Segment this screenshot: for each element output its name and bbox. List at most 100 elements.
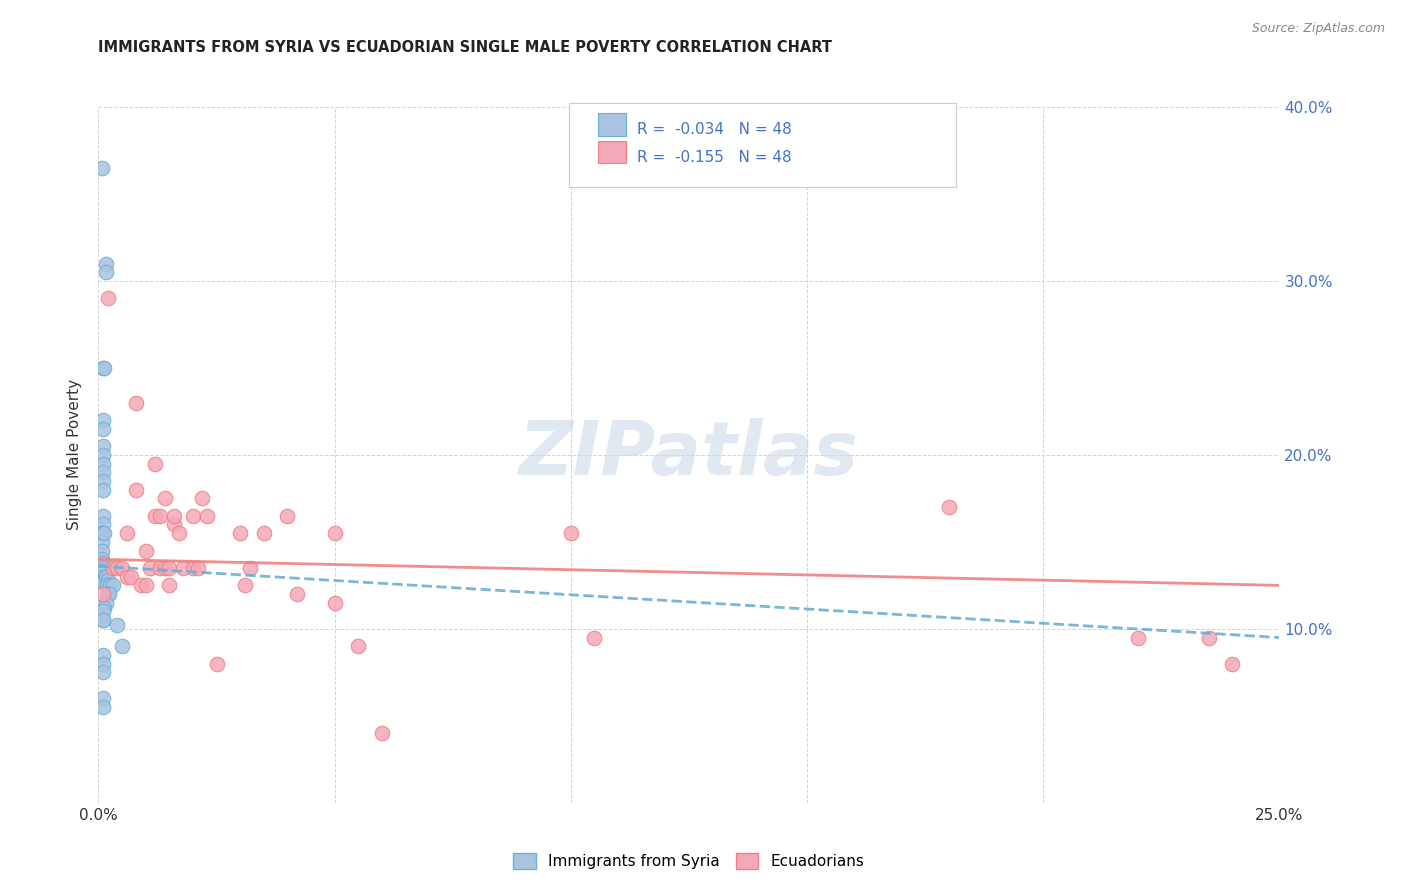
Point: [187, 561, 209, 575]
Point: [938, 500, 960, 514]
Point: [181, 508, 204, 523]
Point: [111, 561, 134, 575]
Point: [1198, 631, 1220, 645]
Point: [91, 605, 114, 619]
Point: [139, 561, 162, 575]
Point: [101, 561, 124, 575]
Point: [94, 265, 117, 279]
Point: [91, 543, 114, 558]
Y-axis label: Single Male Poverty: Single Male Poverty: [67, 379, 83, 531]
Text: IMMIGRANTS FROM SYRIA VS ECUADORIAN SINGLE MALE POVERTY CORRELATION CHART: IMMIGRANTS FROM SYRIA VS ECUADORIAN SING…: [98, 40, 832, 55]
Point: [97, 587, 120, 601]
Point: [233, 578, 256, 592]
Point: [163, 508, 186, 523]
Point: [91, 161, 114, 175]
Point: [91, 574, 114, 589]
Point: [97, 573, 120, 587]
Point: [94, 570, 117, 584]
Point: [91, 413, 114, 427]
Point: [323, 526, 346, 541]
Point: [157, 578, 180, 592]
Point: [129, 578, 152, 592]
Point: [93, 360, 115, 375]
Point: [1220, 657, 1243, 671]
Point: [91, 534, 114, 549]
Point: [205, 657, 228, 671]
Point: [93, 526, 115, 541]
Point: [91, 439, 114, 453]
Point: [163, 517, 186, 532]
Point: [91, 526, 114, 541]
Point: [91, 648, 114, 662]
Point: [91, 466, 114, 480]
Point: [91, 691, 114, 706]
Point: [149, 508, 172, 523]
Point: [253, 526, 276, 541]
Point: [143, 508, 166, 523]
Point: [229, 526, 252, 541]
Point: [111, 639, 134, 653]
Point: [91, 552, 114, 566]
Point: [323, 596, 346, 610]
Point: [115, 570, 138, 584]
Point: [91, 526, 114, 541]
Point: [91, 360, 114, 375]
Point: [91, 587, 114, 601]
Point: [93, 601, 115, 615]
Point: [239, 561, 262, 575]
Text: R =  -0.155   N = 48: R = -0.155 N = 48: [637, 150, 792, 165]
Point: [157, 561, 180, 575]
Point: [96, 578, 118, 592]
Point: [91, 566, 114, 581]
Point: [143, 457, 166, 471]
Point: [105, 618, 128, 632]
Point: [91, 574, 114, 589]
Point: [91, 565, 114, 579]
Point: [91, 457, 114, 471]
Point: [115, 526, 138, 541]
Point: [98, 578, 121, 592]
Point: [167, 526, 190, 541]
Point: [105, 561, 128, 575]
Point: [91, 483, 114, 497]
Point: [285, 587, 308, 601]
Point: [135, 578, 157, 592]
Point: [91, 561, 114, 575]
Point: [371, 726, 394, 740]
Text: Source: ZipAtlas.com: Source: ZipAtlas.com: [1251, 22, 1385, 36]
Point: [91, 556, 114, 570]
Point: [91, 422, 114, 436]
Point: [135, 543, 157, 558]
Point: [94, 256, 117, 270]
Point: [91, 517, 114, 532]
Point: [91, 573, 114, 587]
Legend: Immigrants from Syria, Ecuadorians: Immigrants from Syria, Ecuadorians: [508, 847, 870, 875]
Point: [91, 570, 114, 584]
Point: [560, 526, 582, 541]
Point: [195, 508, 218, 523]
Point: [121, 570, 143, 584]
Point: [94, 596, 117, 610]
Text: R =  -0.034   N = 48: R = -0.034 N = 48: [637, 122, 792, 137]
Text: ZIPatlas: ZIPatlas: [519, 418, 859, 491]
Point: [583, 631, 606, 645]
Point: [91, 700, 114, 714]
Point: [149, 561, 172, 575]
Point: [125, 483, 148, 497]
Point: [172, 561, 194, 575]
Point: [125, 396, 148, 410]
Point: [91, 665, 114, 680]
Point: [1126, 631, 1149, 645]
Point: [97, 587, 120, 601]
Point: [91, 613, 114, 627]
Point: [153, 491, 176, 506]
Point: [181, 561, 204, 575]
Point: [276, 508, 298, 523]
Point: [153, 561, 176, 575]
Point: [191, 491, 214, 506]
Point: [91, 448, 114, 462]
Point: [101, 578, 124, 592]
Point: [97, 291, 120, 305]
Point: [91, 613, 114, 627]
Point: [347, 639, 370, 653]
